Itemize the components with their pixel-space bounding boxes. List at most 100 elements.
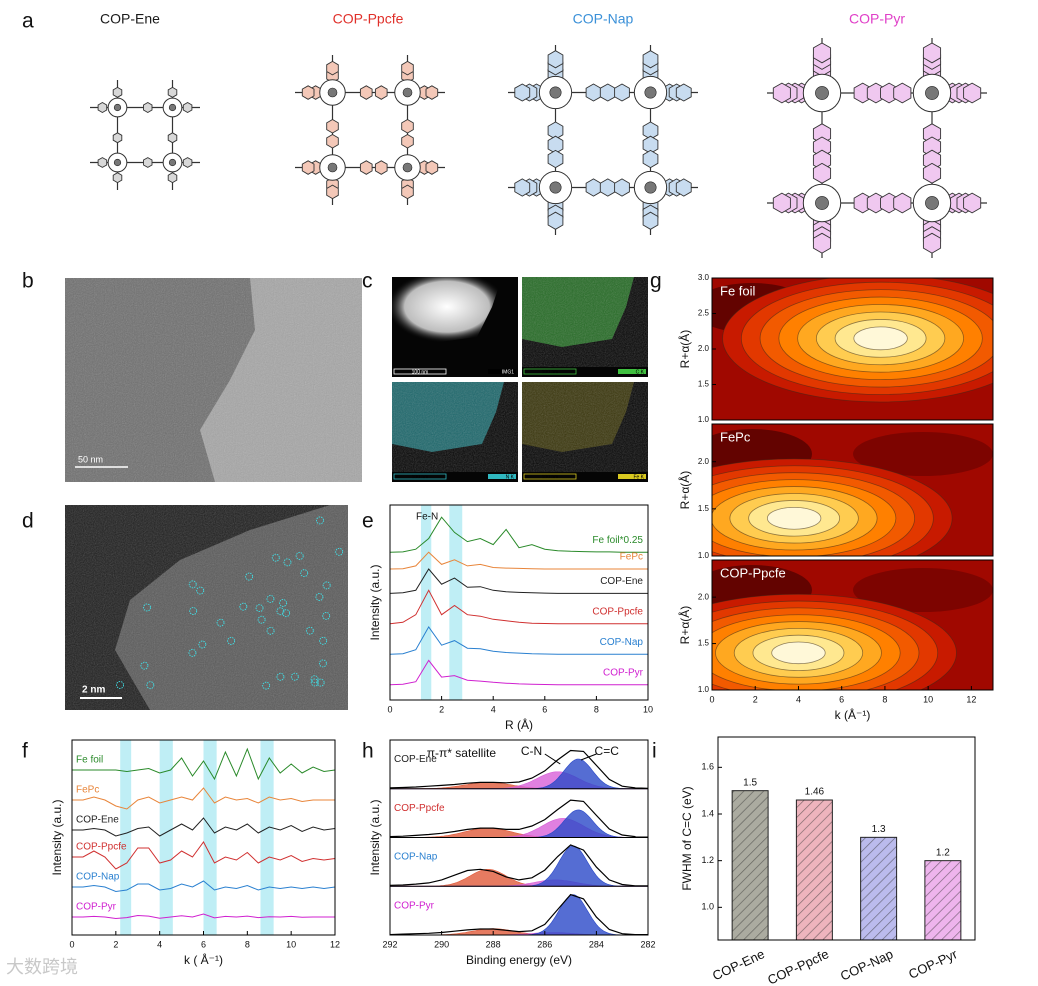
ring xyxy=(359,85,373,100)
watermark: 大数跨境 xyxy=(6,957,78,977)
x-tick-label: 2 xyxy=(439,704,444,714)
single-atom-marker xyxy=(305,626,314,635)
ring xyxy=(922,42,942,64)
envelope-line xyxy=(389,893,648,936)
single-atom-marker xyxy=(140,661,149,670)
y-tick-label: 2.0 xyxy=(698,344,710,353)
series-label: COP-Ene xyxy=(600,576,643,587)
haadf-grain xyxy=(65,505,348,710)
tile-scale-label: 100 nm xyxy=(412,474,429,480)
tile-label: C K xyxy=(636,369,645,375)
ring xyxy=(112,172,123,184)
x-tick-label: 10 xyxy=(643,704,653,714)
x-axis-label: R (Å) xyxy=(505,717,533,732)
bar xyxy=(860,836,898,941)
spectrum-line xyxy=(72,913,335,920)
ring xyxy=(425,85,439,100)
series-label: FePc xyxy=(76,785,99,796)
ring xyxy=(97,157,108,168)
ring xyxy=(326,118,339,134)
ring xyxy=(359,160,373,175)
x-tick-label: 290 xyxy=(434,939,449,949)
y-tick-label: 1.0 xyxy=(698,551,710,560)
y-tick-label: 1.5 xyxy=(698,504,710,513)
x-tick-label: 284 xyxy=(589,939,604,949)
single-atom-marker xyxy=(290,672,299,681)
ring xyxy=(514,83,531,102)
heatmap-shade xyxy=(853,432,993,476)
single-atom-marker xyxy=(239,602,248,611)
subplot-title: COP-Ppcfe xyxy=(720,565,786,580)
spectrum-line xyxy=(72,841,336,870)
single-atom-marker xyxy=(310,675,319,684)
metal-center xyxy=(815,196,829,210)
spectrum-line xyxy=(72,880,336,893)
hotspot xyxy=(766,506,822,530)
single-atom-marker xyxy=(315,593,324,601)
ring xyxy=(922,162,942,184)
tile-scale-label: 100 nm xyxy=(542,369,559,375)
ring xyxy=(812,162,832,184)
ring xyxy=(675,83,692,102)
y-tick-label: 2.0 xyxy=(698,457,710,466)
single-atom-marker xyxy=(188,580,197,589)
panel-letter: i xyxy=(652,740,657,763)
ring xyxy=(893,82,912,104)
ring xyxy=(401,60,414,76)
highlight-band xyxy=(159,740,173,935)
ring xyxy=(547,149,564,169)
metal-center xyxy=(327,87,338,98)
y-tick-label: 1.0 xyxy=(698,685,710,694)
single-atom-marker xyxy=(146,681,155,690)
ring xyxy=(301,160,315,175)
metal-center xyxy=(815,86,829,100)
tile-label-box xyxy=(488,474,516,479)
series-label: COP-Nap xyxy=(76,872,120,883)
single-atom-marker xyxy=(300,569,309,578)
x-tick-label: 4 xyxy=(491,704,496,714)
annotation: C-N xyxy=(521,744,542,758)
x-tick-label: 2 xyxy=(113,939,118,949)
metal-center xyxy=(549,86,562,99)
spectrum-line xyxy=(389,659,648,686)
element-speckle xyxy=(522,277,648,367)
element-speckle xyxy=(522,382,648,472)
ring xyxy=(425,160,439,175)
structure-label: COP-Ppcfe xyxy=(333,11,404,27)
metal-center xyxy=(402,87,413,98)
ring xyxy=(301,85,315,100)
spectrum-line xyxy=(389,568,648,594)
structure-label: COP-Pyr xyxy=(849,11,905,27)
x-tick-label: 12 xyxy=(330,939,340,949)
ring xyxy=(585,83,602,102)
structure-label: COP-Nap xyxy=(573,11,634,27)
envelope-line xyxy=(389,799,649,838)
highlight-band xyxy=(260,740,274,935)
ring xyxy=(143,157,153,168)
ring xyxy=(514,178,531,197)
tem-grain xyxy=(65,278,362,482)
single-atom-marker xyxy=(316,678,325,687)
metal-center xyxy=(925,196,939,210)
single-atom-marker xyxy=(335,547,344,556)
series-label: COP-Pyr xyxy=(603,667,644,678)
ring xyxy=(642,211,659,230)
single-atom-marker xyxy=(282,609,291,618)
tile-label-box xyxy=(618,369,646,374)
metal-center xyxy=(113,103,122,112)
single-atom-marker xyxy=(257,615,266,624)
subplot-title: Fe foil xyxy=(720,283,756,298)
ring xyxy=(374,160,388,175)
series-label: COP-Ene xyxy=(76,815,119,826)
y-axis-label: Intensity (a.u.) xyxy=(368,799,382,875)
single-atom-marker xyxy=(189,607,198,615)
x-tick-label: COP-Ene xyxy=(710,946,767,983)
series-label: COP-Ppcfe xyxy=(592,606,643,617)
spectrum-line xyxy=(72,787,335,810)
annotation-leader xyxy=(580,753,597,761)
value-label: 1.46 xyxy=(805,787,825,798)
x-tick-label: COP-Nap xyxy=(838,946,895,983)
heatmap xyxy=(712,278,993,420)
single-atom-marker xyxy=(266,626,275,635)
single-atom-marker xyxy=(283,558,292,567)
